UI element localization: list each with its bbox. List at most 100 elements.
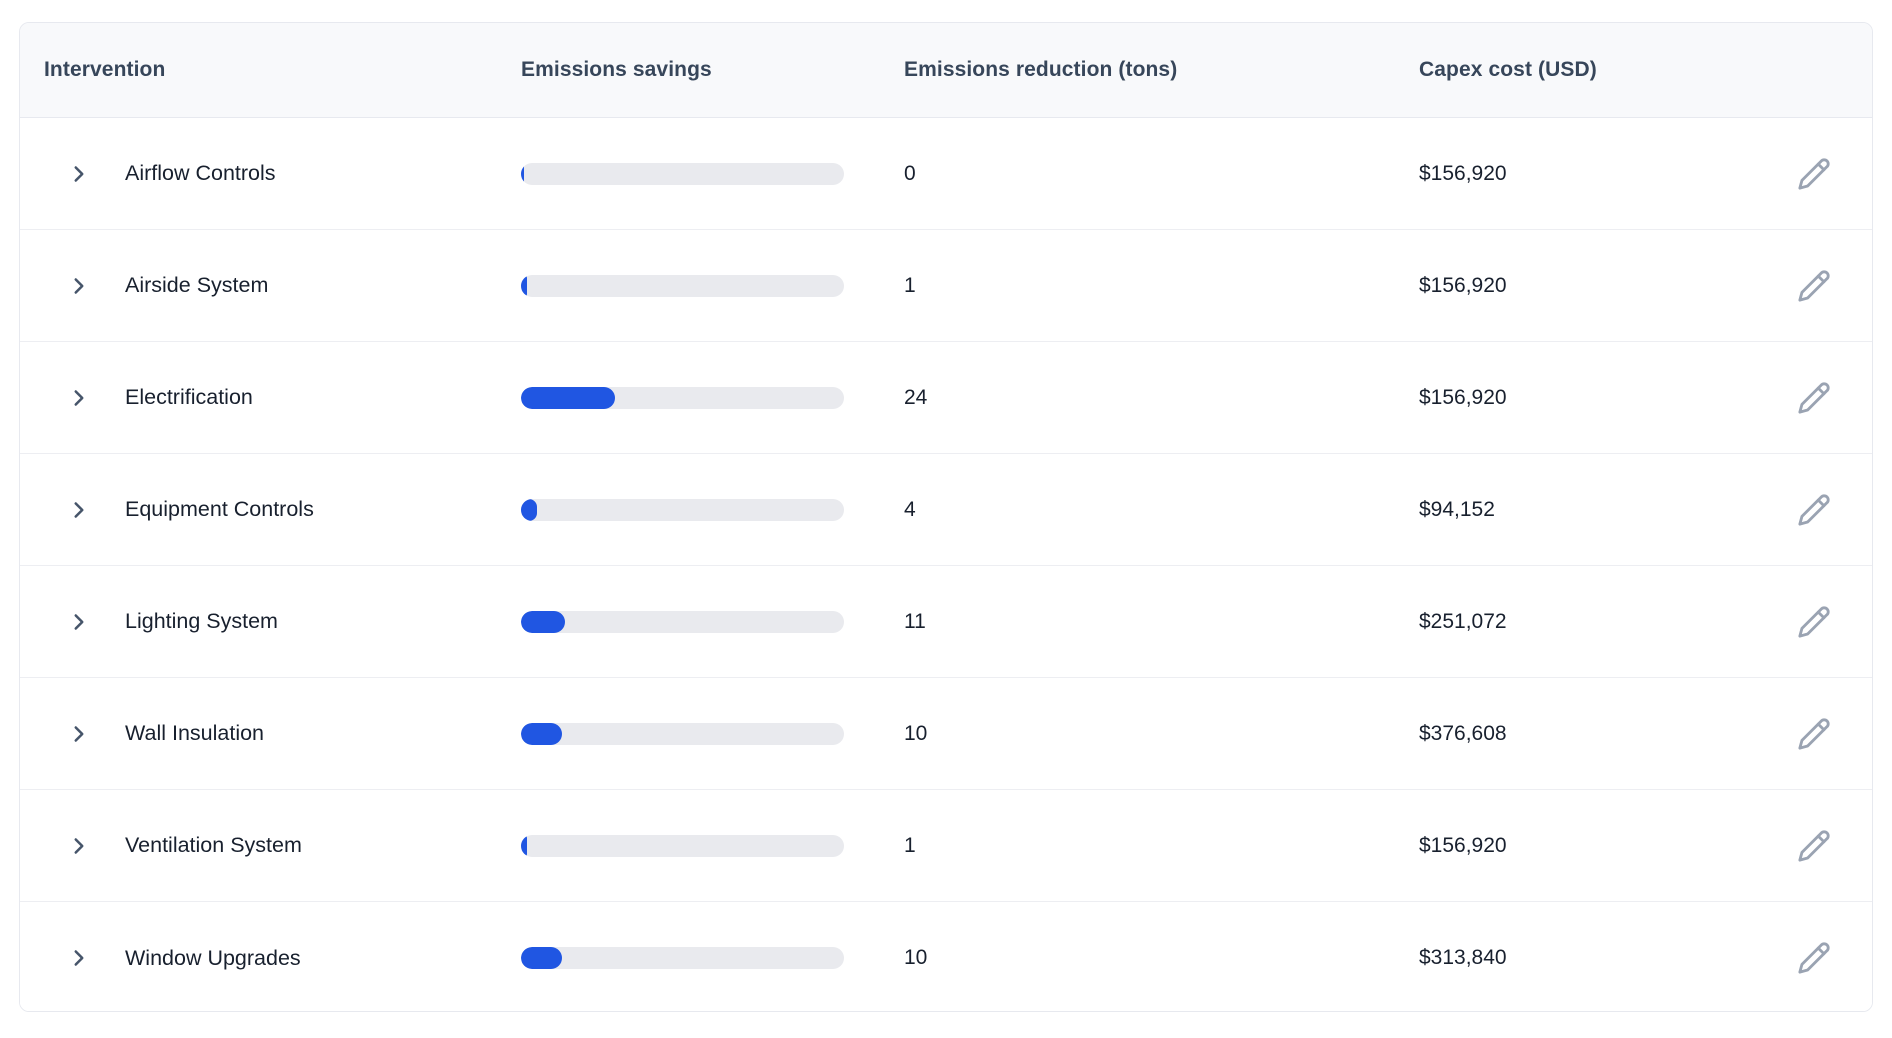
- pencil-icon: [1797, 157, 1831, 191]
- pencil-icon: [1797, 381, 1831, 415]
- expand-row-button[interactable]: [66, 721, 92, 747]
- savings-bar-track: [521, 610, 844, 633]
- intervention-name: Airside System: [125, 273, 269, 297]
- expand-row-button[interactable]: [66, 273, 92, 299]
- intervention-name: Window Upgrades: [125, 945, 301, 970]
- savings-bar-track: [521, 947, 844, 969]
- emissions-savings-cell: [521, 610, 883, 633]
- edit-row-button[interactable]: [1794, 938, 1834, 978]
- column-header-emissions-savings: Emissions savings: [521, 58, 712, 81]
- emissions-reduction-value: 24: [904, 385, 928, 409]
- edit-row-button[interactable]: [1794, 266, 1834, 306]
- chevron-right-icon: [66, 609, 92, 635]
- edit-row-button[interactable]: [1794, 714, 1834, 754]
- table-row[interactable]: Window Upgrades 10 $313,840: [20, 902, 1872, 1011]
- capex-cost-value: $156,920: [1419, 833, 1507, 857]
- savings-bar-fill: [521, 498, 538, 521]
- expand-row-button[interactable]: [66, 161, 92, 187]
- intervention-cell: Lighting System: [20, 609, 521, 635]
- table-row[interactable]: Airflow Controls 0 $156,920: [20, 118, 1872, 230]
- emissions-savings-cell: [521, 274, 883, 297]
- savings-bar-track: [521, 162, 844, 185]
- table-header-row: Intervention Emissions savings Emissions…: [20, 23, 1872, 118]
- expand-row-button[interactable]: [66, 833, 92, 859]
- pencil-icon: [1797, 605, 1831, 639]
- capex-cost-value: $251,072: [1419, 609, 1507, 633]
- column-header-capex-cost: Capex cost (USD): [1419, 58, 1597, 81]
- emissions-reduction-value: 10: [904, 946, 928, 969]
- emissions-reduction-value: 4: [904, 497, 916, 521]
- expand-row-button[interactable]: [66, 609, 92, 635]
- savings-bar-fill: [521, 834, 528, 857]
- savings-bar-track: [521, 498, 844, 521]
- actions-cell: [1790, 602, 1872, 642]
- savings-bar-track: [521, 722, 844, 745]
- emissions-reduction-value: 0: [904, 161, 916, 185]
- edit-row-button[interactable]: [1794, 378, 1834, 418]
- savings-bar-track: [521, 386, 844, 409]
- intervention-cell: Equipment Controls: [20, 497, 521, 523]
- table-row[interactable]: Ventilation System 1 $156,920: [20, 790, 1872, 902]
- expand-row-button[interactable]: [66, 385, 92, 411]
- actions-cell: [1790, 266, 1872, 306]
- emissions-savings-cell: [521, 386, 883, 409]
- savings-bar-fill: [521, 947, 563, 969]
- table-body: Airflow Controls 0 $156,920: [20, 118, 1872, 1011]
- emissions-savings-cell: [521, 722, 883, 745]
- savings-bar-fill: [521, 386, 615, 409]
- emissions-savings-cell: [521, 834, 883, 857]
- emissions-reduction-value: 1: [904, 833, 916, 857]
- edit-row-button[interactable]: [1794, 154, 1834, 194]
- table-row[interactable]: Airside System 1 $156,920: [20, 230, 1872, 342]
- intervention-cell: Airflow Controls: [20, 161, 521, 187]
- intervention-cell: Wall Insulation: [20, 721, 521, 747]
- column-header-emissions-reduction: Emissions reduction (tons): [904, 58, 1178, 81]
- capex-cost-value: $94,152: [1419, 497, 1495, 521]
- savings-bar-fill: [521, 722, 563, 745]
- actions-cell: [1790, 378, 1872, 418]
- intervention-name: Ventilation System: [125, 833, 302, 857]
- savings-bar-track: [521, 834, 844, 857]
- chevron-right-icon: [66, 385, 92, 411]
- intervention-name: Equipment Controls: [125, 497, 314, 521]
- intervention-cell: Ventilation System: [20, 833, 521, 859]
- edit-row-button[interactable]: [1794, 826, 1834, 866]
- pencil-icon: [1797, 829, 1831, 863]
- intervention-cell: Airside System: [20, 273, 521, 299]
- pencil-icon: [1797, 493, 1831, 527]
- column-header-intervention: Intervention: [44, 58, 166, 81]
- actions-cell: [1790, 154, 1872, 194]
- chevron-right-icon: [66, 721, 92, 747]
- chevron-right-icon: [66, 497, 92, 523]
- actions-cell: [1790, 938, 1872, 978]
- table-row[interactable]: Electrification 24 $156,920: [20, 342, 1872, 454]
- savings-bar-fill: [521, 610, 565, 633]
- interventions-table-card: Intervention Emissions savings Emissions…: [19, 22, 1873, 1012]
- edit-row-button[interactable]: [1794, 602, 1834, 642]
- pencil-icon: [1797, 941, 1831, 975]
- intervention-name: Lighting System: [125, 609, 278, 633]
- actions-cell: [1790, 490, 1872, 530]
- edit-row-button[interactable]: [1794, 490, 1834, 530]
- table-row[interactable]: Lighting System 11 $251,072: [20, 566, 1872, 678]
- chevron-right-icon: [66, 161, 92, 187]
- emissions-savings-cell: [521, 498, 883, 521]
- chevron-right-icon: [66, 273, 92, 299]
- capex-cost-value: $156,920: [1419, 161, 1507, 185]
- capex-cost-value: $156,920: [1419, 385, 1507, 409]
- emissions-reduction-value: 10: [904, 721, 928, 745]
- emissions-savings-cell: [521, 947, 883, 969]
- intervention-cell: Window Upgrades: [20, 945, 521, 971]
- intervention-name: Electrification: [125, 385, 253, 409]
- expand-row-button[interactable]: [66, 497, 92, 523]
- emissions-reduction-value: 1: [904, 273, 916, 297]
- chevron-right-icon: [66, 945, 92, 971]
- savings-bar-fill: [521, 162, 524, 185]
- intervention-cell: Electrification: [20, 385, 521, 411]
- table-row[interactable]: Wall Insulation 10 $376,608: [20, 678, 1872, 790]
- capex-cost-value: $376,608: [1419, 721, 1507, 745]
- pencil-icon: [1797, 269, 1831, 303]
- expand-row-button[interactable]: [66, 945, 92, 971]
- actions-cell: [1790, 714, 1872, 754]
- table-row[interactable]: Equipment Controls 4 $94,152: [20, 454, 1872, 566]
